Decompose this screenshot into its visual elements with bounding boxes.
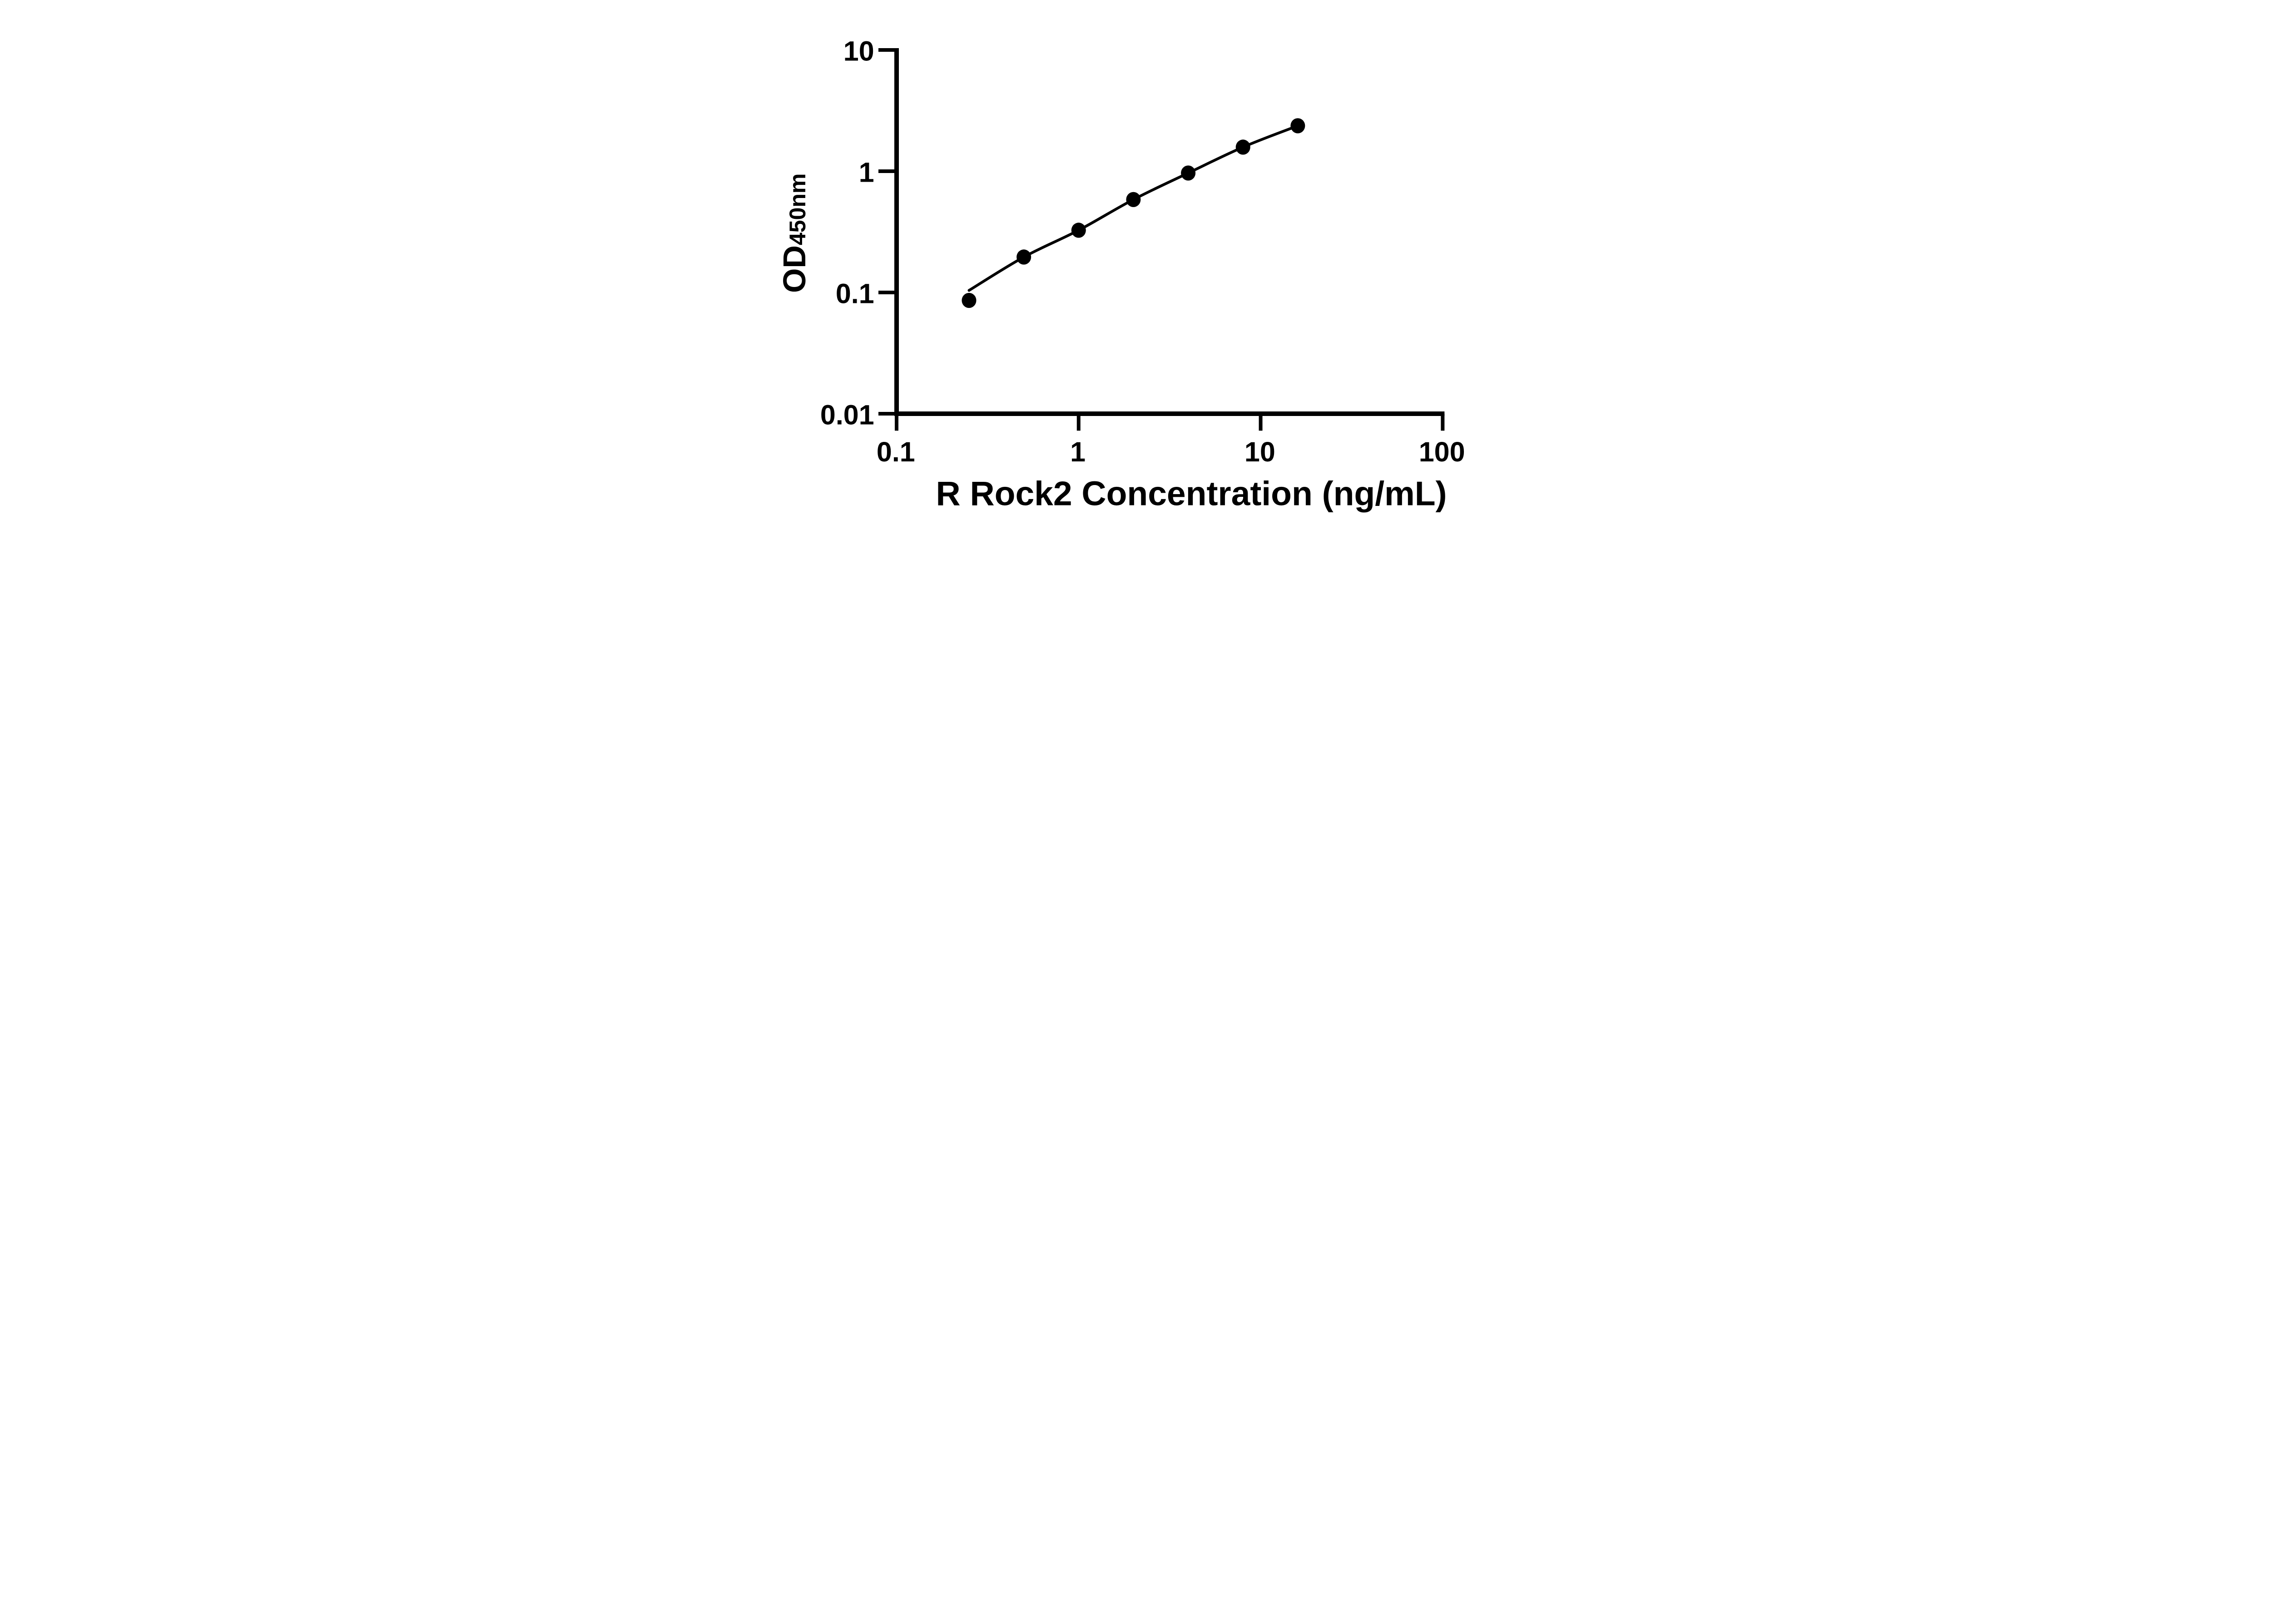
data-point: [1126, 192, 1141, 208]
x-axis-line: [894, 411, 1445, 416]
x-tick: [1259, 414, 1263, 431]
data-point: [1235, 139, 1250, 155]
x-tick: [1076, 414, 1081, 431]
y-tick: [878, 169, 894, 173]
y-axis-line: [894, 48, 899, 416]
data-point: [962, 292, 977, 308]
elisa-standard-curve-figure: 0.01 0.1 1 10 0.1 1 10 100 R Rock2 Concentratio…: [746, 0, 1525, 541]
y-tick-label: 0.01: [820, 399, 874, 430]
x-tick-label: 10: [1245, 436, 1275, 467]
y-tick-label: 0.1: [836, 278, 874, 309]
y-tick-label: 10: [843, 35, 874, 66]
y-axis-title-subscript: 450nm: [785, 173, 810, 245]
y-tick: [878, 412, 894, 416]
x-tick: [1441, 414, 1445, 431]
data-points: [962, 118, 1305, 308]
axis-titles: R Rock2 Concentration (ng/mL) OD450nm: [777, 173, 1447, 513]
page: 0.01 0.1 1 10 0.1 1 10 100 R Rock2 Concentratio…: [746, 0, 1525, 541]
data-point: [1071, 223, 1086, 238]
x-tick-label: 100: [1419, 436, 1465, 467]
data-point: [1290, 118, 1305, 134]
y-tick: [878, 48, 894, 52]
axis-ticks: [878, 48, 1445, 431]
x-tick: [895, 414, 898, 431]
y-tick: [878, 291, 894, 294]
data-point: [1181, 165, 1196, 181]
axes: [894, 48, 1445, 416]
x-axis-title: R Rock2 Concentration (ng/mL): [936, 474, 1447, 512]
data-point: [1016, 249, 1031, 265]
y-tick-label: 1: [859, 157, 874, 188]
y-axis-title-main: OD: [777, 245, 812, 293]
y-axis-title: OD450nm: [777, 173, 812, 293]
x-tick-label: 0.1: [877, 436, 915, 467]
x-tick-label: 1: [1070, 436, 1086, 467]
